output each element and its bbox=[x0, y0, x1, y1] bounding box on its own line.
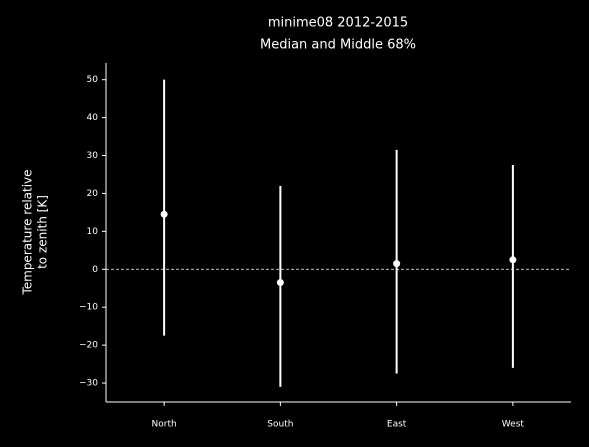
y-label-line: to zenith [K] bbox=[36, 195, 50, 269]
median-point bbox=[276, 279, 284, 287]
x-tick-label: West bbox=[502, 420, 525, 430]
y-tick-label: 30 bbox=[87, 151, 99, 161]
y-label-line: Temperature relative bbox=[21, 169, 35, 295]
y-tick-label: −30 bbox=[79, 379, 98, 389]
x-tick-label: North bbox=[152, 420, 177, 430]
chart-title: minime08 2012-2015 bbox=[268, 16, 408, 31]
chart-subtitle: Median and Middle 68% bbox=[260, 38, 416, 53]
y-tick-label: 50 bbox=[87, 75, 99, 85]
y-tick-label: 10 bbox=[87, 227, 99, 237]
y-tick-label: 40 bbox=[87, 113, 99, 123]
median-point bbox=[160, 210, 168, 218]
median-point bbox=[509, 256, 517, 264]
x-tick-label: East bbox=[387, 420, 407, 430]
y-tick-label: 20 bbox=[87, 189, 99, 199]
y-tick-label: −20 bbox=[79, 341, 98, 351]
median-point bbox=[393, 260, 401, 268]
y-tick-label: −10 bbox=[79, 303, 98, 313]
x-tick-label: South bbox=[267, 420, 293, 430]
y-tick-label: 0 bbox=[92, 265, 98, 275]
y-axis-label: Temperature relative to zenith [K] bbox=[21, 169, 50, 295]
